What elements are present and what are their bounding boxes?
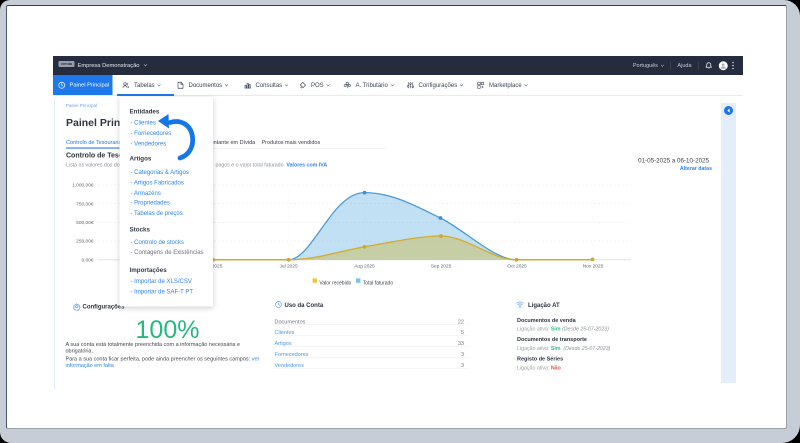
- svg-text:750,00€: 750,00€: [76, 201, 94, 207]
- svg-text:Aug 2025: Aug 2025: [354, 264, 375, 270]
- svg-text:250,00€: 250,00€: [76, 239, 94, 245]
- svg-text:Total faturado: Total faturado: [363, 281, 394, 287]
- svg-text:Nov 2025: Nov 2025: [583, 264, 604, 270]
- svg-text:Sep 2025: Sep 2025: [431, 264, 452, 270]
- svg-text:1.000,00€: 1.000,00€: [72, 183, 94, 189]
- svg-text:Jul 2025: Jul 2025: [280, 264, 298, 270]
- svg-text:0,00€: 0,00€: [81, 257, 93, 263]
- svg-text:Oct 2025: Oct 2025: [507, 264, 527, 270]
- svg-text:500,00€: 500,00€: [76, 220, 94, 226]
- svg-text:Valor recebido: Valor recebido: [319, 281, 351, 287]
